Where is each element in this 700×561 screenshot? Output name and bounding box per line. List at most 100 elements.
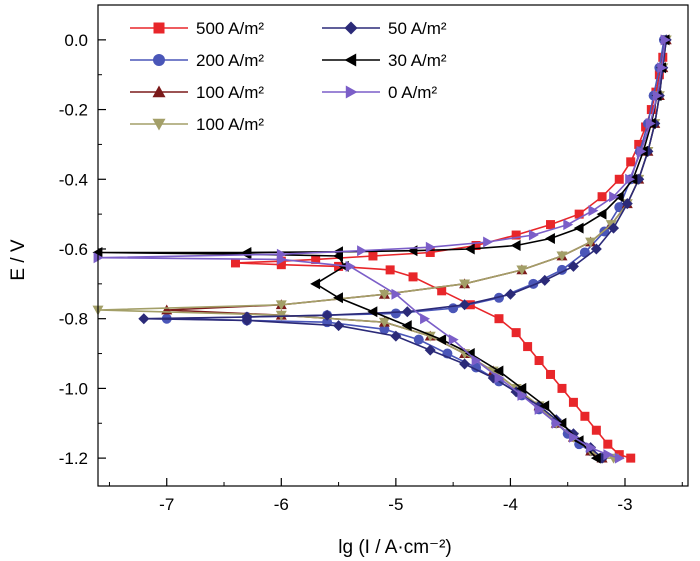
- data-point: [391, 288, 402, 300]
- legend-entry: 500 A/m²: [130, 19, 264, 38]
- data-point: [546, 369, 556, 379]
- data-point: [625, 173, 636, 185]
- legend-label: 0 A/m²: [388, 83, 437, 102]
- data-point: [493, 365, 504, 377]
- data-point: [368, 251, 378, 261]
- legend-label: 500 A/m²: [196, 19, 264, 38]
- data-point: [585, 237, 597, 248]
- legend-label: 100 A/m²: [196, 115, 264, 134]
- data-point: [276, 260, 286, 270]
- data-point: [603, 449, 614, 461]
- x-axis-title: lg (I / A·cm⁻²): [338, 537, 451, 558]
- data-point: [528, 229, 539, 241]
- data-point: [596, 208, 607, 220]
- legend-marker: [344, 53, 357, 67]
- plot-area: [92, 34, 672, 464]
- data-point: [597, 192, 607, 202]
- y-axis-title: E / V: [8, 239, 29, 281]
- data-point: [459, 358, 471, 370]
- data-point: [310, 278, 321, 290]
- data-point: [230, 258, 240, 268]
- data-point: [614, 450, 624, 460]
- data-point: [241, 314, 253, 326]
- data-point: [516, 265, 528, 276]
- legend-entry: 200 A/m²: [130, 51, 264, 70]
- y-tick-label: -0.6: [59, 240, 88, 259]
- data-point: [321, 309, 333, 321]
- data-point: [534, 356, 544, 366]
- legend-entry: 100 A/m²: [130, 83, 264, 102]
- data-point: [568, 397, 578, 407]
- axes: -7 -6 -5 -4 -3 0.0 -0.2 -0.4 -0.6 -0.8 -1.0 -1.2: [59, 4, 689, 514]
- data-point: [333, 292, 343, 304]
- data-point: [609, 191, 620, 203]
- x-tick-label: -7: [159, 495, 174, 514]
- data-point: [378, 289, 390, 300]
- y-tick-label: -0.8: [59, 310, 88, 329]
- legend-marker: [344, 21, 358, 35]
- data-point: [378, 317, 390, 328]
- data-point: [401, 306, 413, 318]
- data-point: [494, 314, 504, 324]
- data-point: [654, 70, 664, 80]
- data-point: [574, 209, 584, 219]
- data-point: [334, 261, 344, 271]
- data-point: [448, 303, 459, 314]
- data-point: [420, 313, 431, 325]
- data-point: [437, 286, 447, 296]
- y-tick-label: -1.2: [59, 449, 88, 468]
- legend: 500 A/m² 200 A/m² 100 A/m² 100 A/m² 50 A/m² 3…: [130, 19, 447, 134]
- data-point: [459, 279, 471, 290]
- data-point: [539, 400, 550, 412]
- data-point: [563, 219, 574, 231]
- series-line: [97, 39, 666, 459]
- data-point: [573, 222, 584, 234]
- x-tick-label: -4: [503, 495, 518, 514]
- data-point: [275, 300, 287, 311]
- data-point: [511, 328, 521, 338]
- data-point: [546, 220, 556, 230]
- data-point: [138, 313, 150, 325]
- data-point: [471, 355, 482, 367]
- legend-label: 30 A/m²: [388, 51, 447, 70]
- data-point: [276, 253, 287, 265]
- data-point: [591, 425, 601, 435]
- data-point: [511, 230, 521, 240]
- legend-marker: [152, 118, 166, 131]
- data-point: [471, 241, 481, 250]
- legend-marker: [152, 85, 166, 98]
- data-point: [636, 145, 647, 157]
- legend-entry: 30 A/m²: [322, 51, 447, 70]
- x-tick-label: -5: [388, 495, 403, 514]
- data-point: [551, 417, 562, 429]
- data-point: [586, 442, 597, 454]
- legend-marker: [153, 54, 165, 66]
- data-point: [408, 272, 418, 282]
- data-point: [652, 90, 663, 102]
- data-point: [603, 439, 613, 449]
- data-point: [657, 62, 668, 74]
- data-point: [588, 205, 599, 217]
- data-point: [425, 241, 436, 253]
- series-1: [230, 35, 670, 463]
- legend-label: 100 A/m²: [196, 83, 264, 102]
- data-point: [539, 274, 551, 286]
- data-point: [390, 330, 402, 342]
- data-point: [385, 265, 395, 275]
- data-point: [424, 344, 436, 356]
- data-point: [523, 342, 533, 352]
- data-point: [626, 157, 636, 167]
- data-point: [401, 320, 412, 332]
- data-point: [590, 243, 602, 255]
- data-point: [580, 411, 590, 421]
- legend-entry: 50 A/m²: [322, 19, 447, 38]
- data-point: [608, 222, 620, 234]
- data-point: [645, 118, 656, 130]
- data-point: [345, 260, 356, 272]
- legend-label: 50 A/m²: [388, 19, 447, 38]
- data-point: [517, 389, 528, 401]
- data-point: [333, 250, 343, 262]
- data-point: [534, 403, 545, 415]
- data-point: [464, 243, 475, 255]
